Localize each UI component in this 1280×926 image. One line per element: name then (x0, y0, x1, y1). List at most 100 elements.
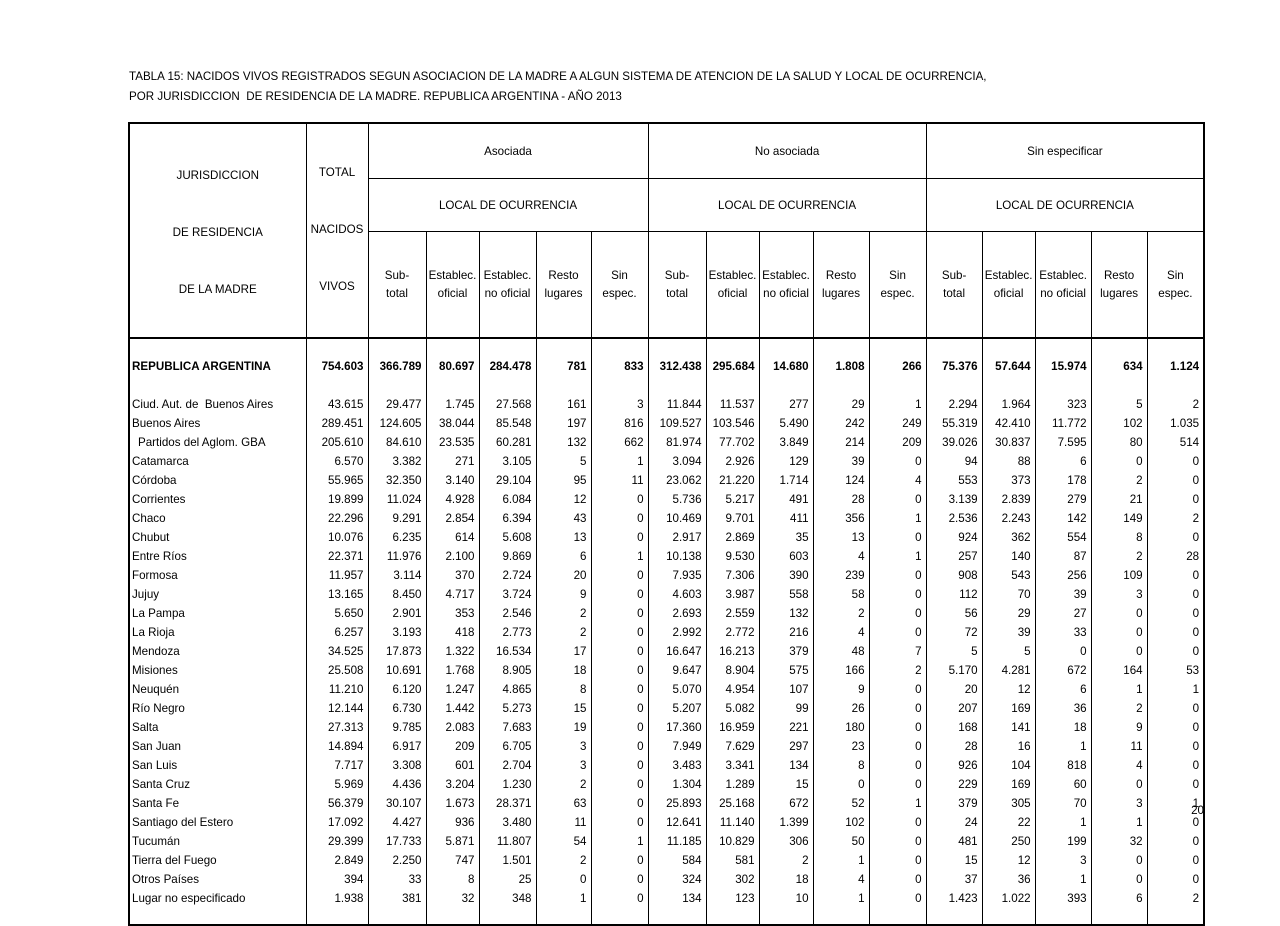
table-row: Entre Ríos 22.371 11.976 2.100 9.869 6 1 10.138… (128, 547, 1205, 566)
value-cell: 7.935 (647, 566, 707, 585)
value-cell: 781 (535, 357, 592, 376)
total-nacidos-vivos-cell: 56.379 (305, 794, 369, 813)
value-cell: 3 (535, 756, 592, 775)
value-cell: 514 (1146, 433, 1205, 452)
column-header-resto-lugares: Resto lugares (1090, 231, 1148, 339)
jurisdiction-cell: San Juan (128, 737, 307, 756)
jurisdiction-cell: Chubut (128, 528, 307, 547)
value-cell: 178 (1034, 471, 1092, 490)
total-nacidos-vivos-cell: 5.650 (305, 604, 369, 623)
value-cell: 5.082 (705, 699, 760, 718)
total-nacidos-vivos-cell: 7.717 (305, 756, 369, 775)
value-cell: 0 (590, 566, 649, 585)
value-cell: 305 (981, 794, 1036, 813)
value-cell: 14.680 (758, 357, 814, 376)
total-nacidos-vivos-cell: 22.371 (305, 547, 369, 566)
value-cell: 25.893 (647, 794, 707, 813)
value-cell: 70 (1034, 794, 1092, 813)
value-cell: 94 (925, 452, 983, 471)
spacer-cell (367, 338, 427, 357)
value-cell: 149 (1090, 509, 1148, 528)
value-cell: 28 (1146, 547, 1205, 566)
value-cell: 393 (1034, 889, 1092, 908)
value-cell: 54 (535, 832, 592, 851)
value-cell: 8.904 (705, 661, 760, 680)
value-cell: 0 (1146, 585, 1205, 604)
total-nacidos-vivos-cell: 22.296 (305, 509, 369, 528)
spacer-cell (868, 908, 927, 925)
value-cell: 324 (647, 870, 707, 889)
value-cell: 1 (590, 452, 649, 471)
value-cell: 1.673 (425, 794, 480, 813)
value-cell: 4.865 (478, 680, 537, 699)
jurisdiccion-header-line: JURISDICCION (176, 169, 259, 182)
value-cell: 9.869 (478, 547, 537, 566)
jurisdiction-cell: Entre Ríos (128, 547, 307, 566)
value-cell: 32 (1090, 832, 1148, 851)
value-cell: 0 (590, 870, 649, 889)
value-cell: 9.785 (367, 718, 427, 737)
value-cell: 9.530 (705, 547, 760, 566)
value-cell: 85.548 (478, 414, 537, 433)
value-cell: 39.026 (925, 433, 983, 452)
value-cell: 8 (425, 870, 480, 889)
value-cell: 19 (535, 718, 592, 737)
column-header-resto-lugares: Resto lugares (812, 231, 870, 339)
value-cell: 634 (1090, 357, 1148, 376)
value-cell: 60.281 (478, 433, 537, 452)
value-cell: 2 (535, 851, 592, 870)
jurisdiction-cell: Otros Países (128, 870, 307, 889)
column-header-sin-espec: Sin espec. (590, 231, 649, 339)
value-cell: 924 (925, 528, 983, 547)
spacer-cell (647, 338, 707, 357)
spacer-cell (590, 376, 649, 395)
value-cell: 0 (590, 604, 649, 623)
table-title-line2: POR JURISDICCION DE RESIDENCIA DE LA MAD… (129, 90, 622, 103)
value-cell: 2 (1146, 889, 1205, 908)
value-cell: 6 (1034, 680, 1092, 699)
value-cell: 0 (1090, 604, 1148, 623)
value-cell: 9.291 (367, 509, 427, 528)
value-cell: 38.044 (425, 414, 480, 433)
value-cell: 87 (1034, 547, 1092, 566)
value-cell: 141 (981, 718, 1036, 737)
jurisdiction-cell: Formosa (128, 566, 307, 585)
value-cell: 5.070 (647, 680, 707, 699)
value-cell: 2.559 (705, 604, 760, 623)
value-cell: 5 (981, 642, 1036, 661)
value-cell: 816 (590, 414, 649, 433)
value-cell: 27 (1034, 604, 1092, 623)
table-row: Tucumán 29.399 17.733 5.871 11.807 54 1 11.185 1… (128, 832, 1205, 851)
spacer-cell (590, 908, 649, 925)
total-header-line: NACIDOS (310, 222, 364, 236)
value-cell: 7 (868, 642, 927, 661)
value-cell: 6 (1034, 452, 1092, 471)
spacer-cell (425, 376, 480, 395)
spacer-cell (1034, 338, 1092, 357)
total-nacidos-vivos-cell: 43.615 (305, 395, 369, 414)
value-cell: 124.605 (367, 414, 427, 433)
jurisdiction-cell: Tucumán (128, 832, 307, 851)
data-table: JURISDICCION DE RESIDENCIA DE LA MADRE T… (128, 122, 1206, 926)
value-cell: 1.035 (1146, 414, 1205, 433)
value-cell: 1.501 (478, 851, 537, 870)
table-body: REPUBLICA ARGENTINA 754.603 366.789 80.697 2… (128, 338, 1205, 925)
jurisdiction-cell: Neuquén (128, 680, 307, 699)
value-cell: 32 (425, 889, 480, 908)
value-cell: 0 (590, 528, 649, 547)
value-cell: 0 (590, 661, 649, 680)
value-cell: 84.610 (367, 433, 427, 452)
value-cell: 2.546 (478, 604, 537, 623)
value-cell: 277 (758, 395, 814, 414)
value-cell: 3.483 (647, 756, 707, 775)
spacer-cell (1146, 376, 1205, 395)
value-cell: 584 (647, 851, 707, 870)
value-cell: 1.423 (925, 889, 983, 908)
value-cell: 818 (1034, 756, 1092, 775)
value-cell: 2.839 (981, 490, 1036, 509)
value-cell: 124 (812, 471, 870, 490)
value-cell: 0 (868, 718, 927, 737)
value-cell: 1 (1034, 737, 1092, 756)
value-cell: 29.104 (478, 471, 537, 490)
value-cell: 28.371 (478, 794, 537, 813)
